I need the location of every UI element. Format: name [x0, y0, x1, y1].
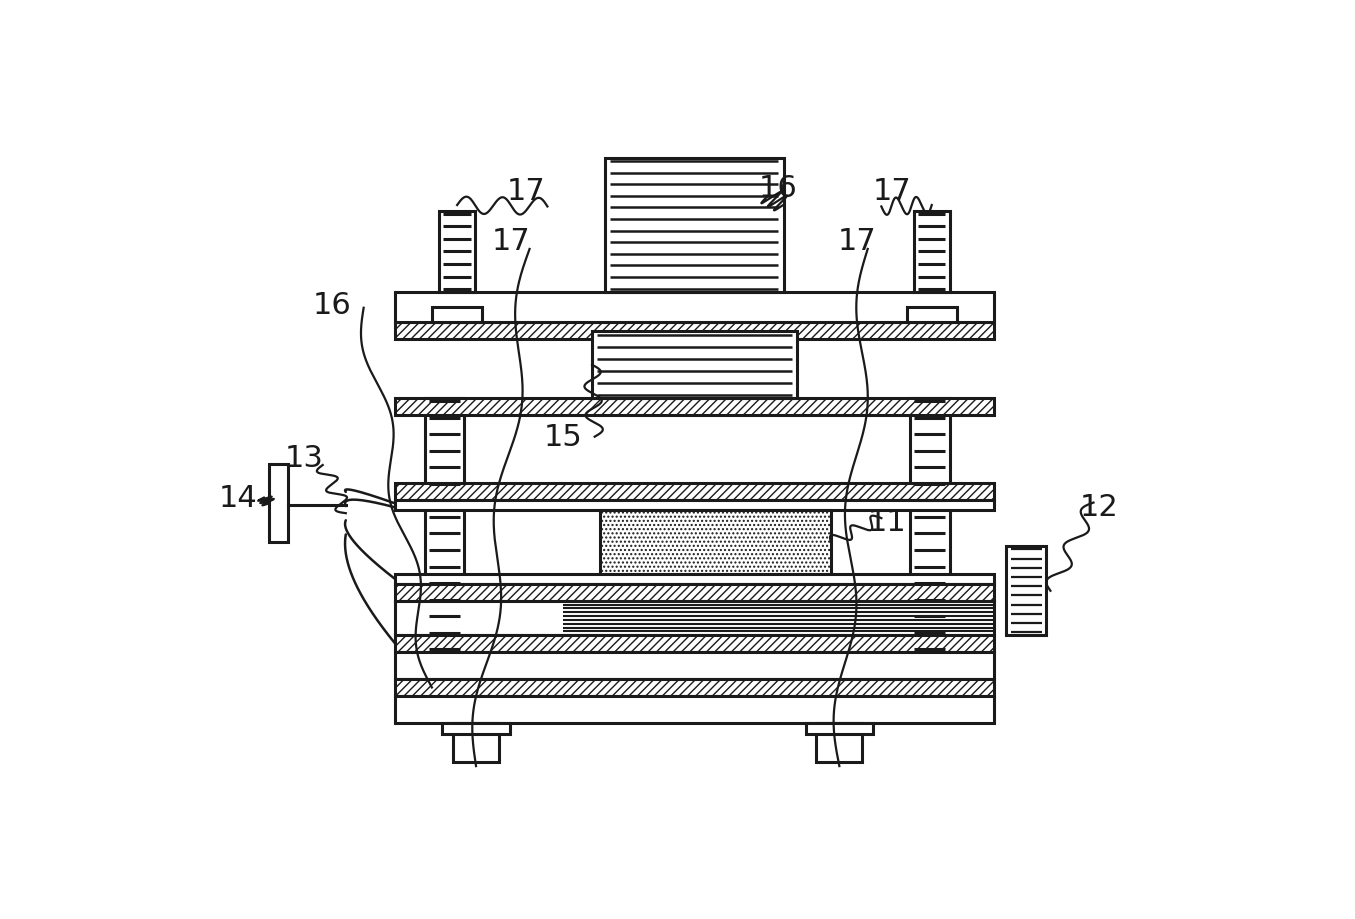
Bar — [816, 723, 862, 762]
Bar — [396, 584, 993, 601]
Bar — [906, 308, 957, 323]
Bar — [396, 484, 993, 501]
Bar — [396, 323, 993, 339]
Text: 16: 16 — [759, 174, 798, 202]
Bar — [396, 574, 993, 584]
Bar — [439, 211, 476, 293]
Bar — [396, 399, 993, 416]
Text: 12: 12 — [1080, 492, 1118, 521]
Bar — [396, 293, 993, 323]
Text: 17: 17 — [507, 177, 546, 206]
Bar — [432, 308, 482, 323]
Bar — [396, 601, 993, 635]
Text: 15: 15 — [543, 423, 583, 452]
Bar — [396, 679, 993, 697]
Text: 13: 13 — [285, 444, 324, 473]
Bar — [396, 697, 993, 723]
Bar — [396, 501, 993, 511]
Bar — [913, 211, 950, 293]
Bar — [600, 511, 831, 574]
Bar — [1007, 547, 1046, 635]
Bar — [453, 723, 499, 762]
Bar — [442, 723, 509, 734]
Text: 17: 17 — [492, 227, 530, 255]
Text: 14: 14 — [218, 483, 257, 513]
Bar — [909, 399, 950, 652]
Text: 16: 16 — [313, 290, 351, 320]
Bar — [424, 399, 465, 652]
Text: 11: 11 — [867, 507, 906, 537]
Text: 17: 17 — [837, 227, 877, 255]
Bar — [606, 158, 783, 293]
Bar — [396, 652, 993, 679]
Bar — [806, 723, 873, 734]
Bar — [270, 465, 289, 542]
Text: 17: 17 — [873, 177, 911, 206]
Bar — [592, 332, 797, 399]
Bar — [396, 635, 993, 652]
